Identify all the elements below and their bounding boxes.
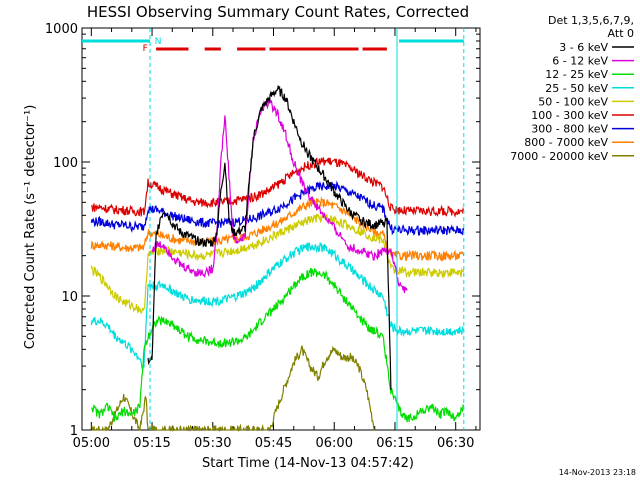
legend-entry-label: 25 - 50 keV (545, 82, 608, 95)
series-line-100-300-kev (90, 157, 465, 218)
legend-entry-label: 50 - 100 keV (538, 95, 608, 108)
series-line-300-800-kev (90, 180, 465, 237)
x-axis-label: Start Time (14-Nov-13 04:57:42) (202, 456, 414, 471)
chart-title: HESSI Observing Summary Count Rates, Cor… (87, 3, 469, 21)
legend-entry-label: 100 - 300 keV (531, 109, 608, 122)
plot-frame (81, 27, 481, 431)
x-tick-label: 05:15 (133, 436, 170, 451)
x-tick-label: 06:30 (437, 436, 474, 451)
x-tick-label: 06:15 (376, 436, 413, 451)
x-tick-label: 05:45 (255, 436, 292, 451)
x-tick-label: 06:00 (316, 436, 353, 451)
legend-entry-label: 12 - 25 keV (545, 68, 608, 81)
y-tick-label: 1000 (45, 22, 78, 37)
series-line-25-50-kev (90, 242, 465, 370)
legend-detector-header: Det 1,3,5,6,7,9, (548, 14, 634, 27)
night-flag-label: N (155, 37, 162, 47)
series-line-7000-20000-kev (91, 345, 375, 433)
x-tick-label: 05:30 (194, 436, 231, 451)
legend-entry-label: 6 - 12 keV (552, 55, 608, 68)
legend-entry-label: 3 - 6 keV (559, 41, 608, 54)
y-tick-label: 1 (70, 424, 78, 439)
x-tick-label: 05:00 (73, 436, 110, 451)
y-tick-label: 100 (53, 156, 78, 171)
series-line-6-12-kev (151, 97, 408, 294)
flare-flag-label: F (143, 44, 148, 54)
legend-entry-label: 7000 - 20000 keV (510, 150, 608, 163)
legend-attenuator-header: Att 0 (608, 27, 634, 40)
plot-area: 1 10 100 1000 05:00 05:15 05:30 05:45 06:00 06:15… (45, 22, 634, 451)
legend-entry-label: 300 - 800 keV (531, 123, 608, 136)
series-line-800-7000-kev (90, 196, 465, 262)
plot-timestamp: 14-Nov-2013 23:18 (559, 468, 636, 477)
series-line-3-6-kev (147, 85, 392, 390)
series-line-50-100-kev (90, 212, 465, 315)
y-axis-label: Corrected Count Rate (s⁻¹ detector⁻¹) (23, 105, 38, 350)
legend-entry-label: 800 - 7000 keV (524, 136, 608, 149)
y-tick-label: 10 (61, 290, 78, 305)
